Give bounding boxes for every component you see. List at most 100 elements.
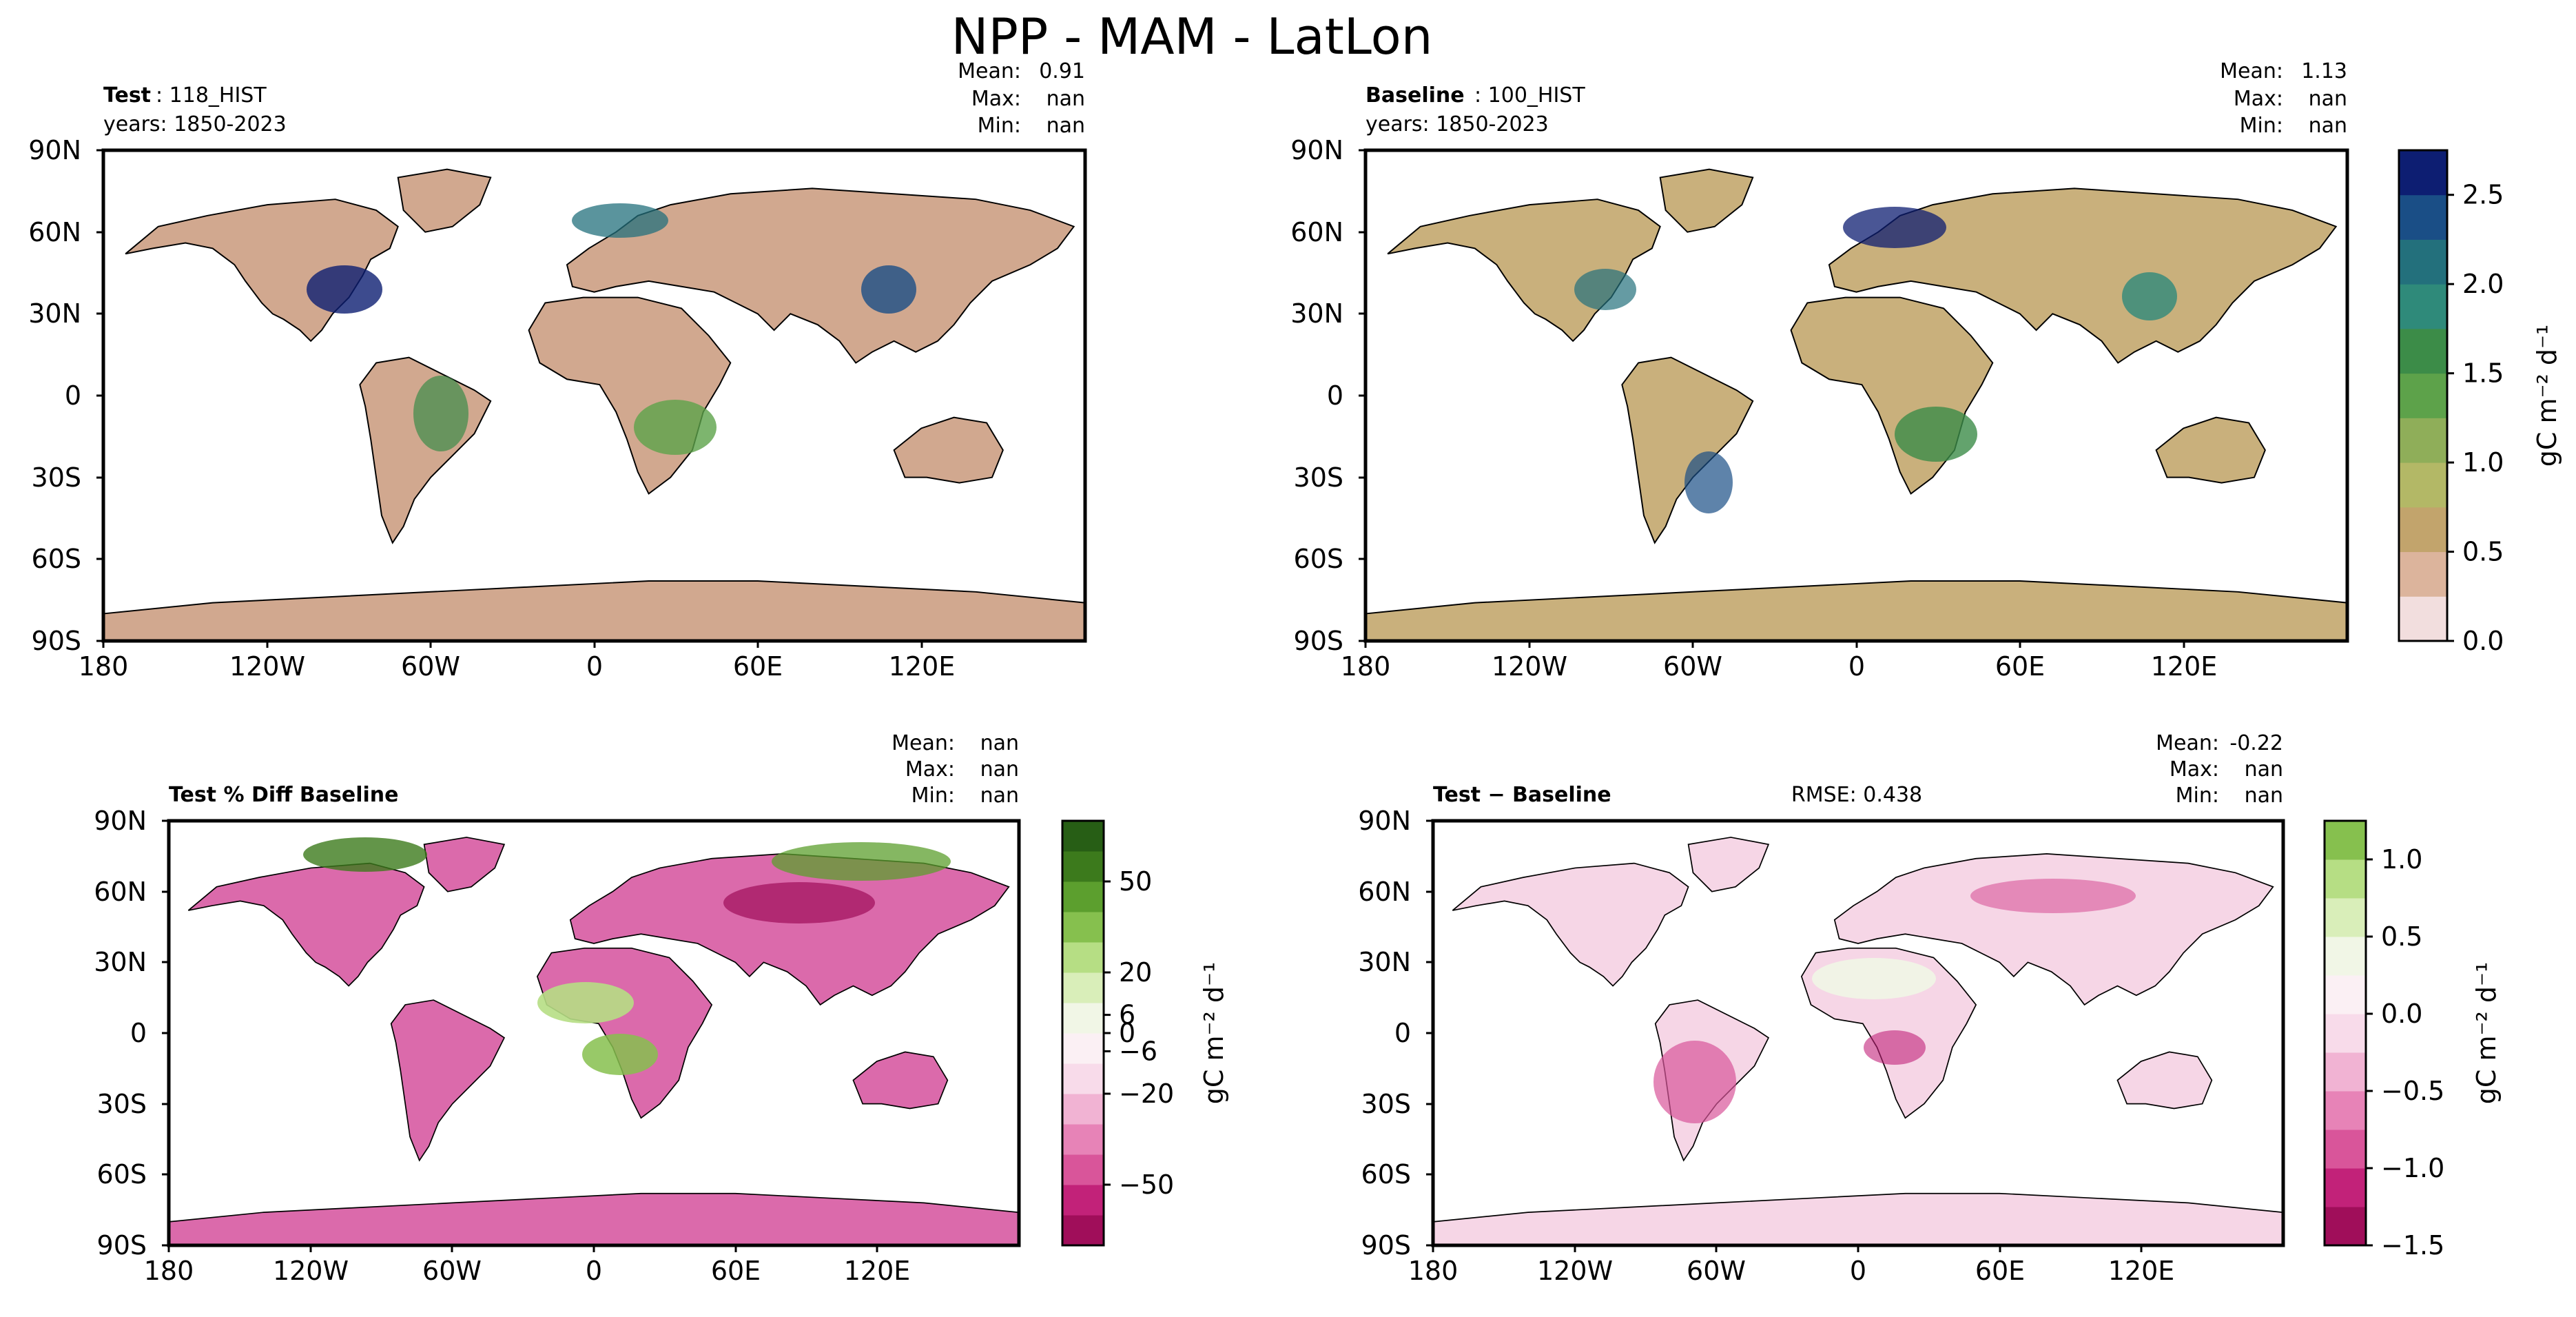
lat-tick-label: 90N xyxy=(1358,806,1411,836)
lat-tick-label: 60S xyxy=(1294,544,1343,574)
lat-tick-label: 30S xyxy=(32,462,81,493)
lat-tick-label: 60S xyxy=(97,1159,147,1190)
colorbar-segment xyxy=(1062,1124,1104,1155)
lon-tick-label: 120W xyxy=(273,1256,349,1286)
colorbar-tick-label: −6 xyxy=(1119,1036,1157,1066)
lon-axis: 180 120W 60W 0 60E 120E xyxy=(1408,1245,2175,1286)
lon-tick-label: 120E xyxy=(2151,651,2218,682)
hotspot-amazon-edge xyxy=(413,376,468,451)
lat-axis: 90N 60N 30N 0 30S 60S 90S xyxy=(1290,135,1366,656)
lat-tick-label: 0 xyxy=(65,380,81,411)
panel-rmse: RMSE: 0.438 xyxy=(1791,783,1922,807)
colorbar-segment xyxy=(2325,937,2366,976)
stat-label-mean: Mean: xyxy=(892,731,955,755)
panel-title-rest: : 118_HIST xyxy=(156,83,267,108)
panel-pct-diff: Test % Diff Baseline Mean: Max: Min: nan… xyxy=(94,731,1021,1286)
hotspot-russia xyxy=(723,882,875,923)
colorbar-segment xyxy=(1062,821,1104,852)
colorbar-segment xyxy=(2399,507,2447,553)
lon-tick-label: 180 xyxy=(1408,1256,1459,1286)
panel-years: years: 1850-2023 xyxy=(1366,112,1549,136)
hotspot-east-asia xyxy=(2122,272,2177,320)
colorbar-segment xyxy=(1062,972,1104,1003)
lon-tick-label: 120E xyxy=(889,651,956,682)
hotspot-central-africa xyxy=(582,1034,658,1075)
colorbar-tick-label: −1.5 xyxy=(2381,1230,2444,1260)
colorbar-segment xyxy=(2399,284,2447,329)
stat-label-mean: Mean: xyxy=(958,59,1021,83)
hotspot-east-asia xyxy=(861,265,916,314)
colorbar-tick-label: 1.0 xyxy=(2381,844,2422,875)
colorbar-segment xyxy=(2325,898,2366,937)
lat-tick-label: 90N xyxy=(28,135,81,165)
colorbar-segment xyxy=(2325,1052,2366,1092)
lon-tick-label: 0 xyxy=(1848,651,1865,682)
stat-value-min: nan xyxy=(1047,114,1085,138)
colorbar-tick-label: 0.0 xyxy=(2381,999,2422,1029)
colorbar-diff: −1.5 −1.0 −0.5 0.0 0.5 1.0 xyxy=(2323,819,2444,1260)
stat-value-min: nan xyxy=(980,784,1019,808)
hotspot-congo xyxy=(634,400,717,455)
stat-value-min: nan xyxy=(2245,784,2283,808)
hotspot-south-brazil xyxy=(1684,451,1733,513)
hotspot-europe xyxy=(1843,207,1946,248)
stat-label-max: Max: xyxy=(971,87,1021,111)
panel-title-bold: Baseline xyxy=(1366,83,1465,108)
lat-tick-label: 60N xyxy=(1290,217,1343,247)
colorbar-segment xyxy=(2325,1207,2366,1246)
lat-axis: 90N 60N 30N 0 30S 60S 90S xyxy=(28,135,103,656)
colorbar-segment xyxy=(1062,1033,1104,1064)
hotspot-eastern-us xyxy=(1574,269,1636,310)
colorbar-pct-diff: −50 −20 −606 20 50 xyxy=(1061,819,1174,1247)
lon-axis: 180 120W 60W 0 60E 120E xyxy=(79,641,956,682)
colorbar-tick-label: −50 xyxy=(1119,1170,1174,1200)
colorbar-frame xyxy=(2323,819,2367,1247)
colorbar-tick-label: −1.0 xyxy=(2381,1153,2444,1183)
lat-tick-label: 30N xyxy=(1358,947,1411,977)
lon-tick-label: 60W xyxy=(1687,1256,1746,1286)
colorbar-tick-label: 2.0 xyxy=(2462,269,2504,299)
colorbar-tick-label: 0.5 xyxy=(2462,537,2504,567)
stat-value-max: nan xyxy=(2245,757,2283,782)
lat-tick-label: 0 xyxy=(130,1018,147,1048)
colorbar-segment xyxy=(2399,418,2447,463)
lat-tick-label: 60S xyxy=(1361,1159,1411,1190)
lat-axis: 90N 60N 30N 0 30S 60S 90S xyxy=(94,806,169,1260)
stat-label-mean: Mean: xyxy=(2220,59,2283,83)
figure-title: NPP - MAM - LatLon xyxy=(951,8,1433,65)
colorbar-tick-label: −0.5 xyxy=(2381,1076,2444,1106)
lon-tick-label: 120W xyxy=(229,651,305,682)
lon-tick-label: 120E xyxy=(2108,1256,2175,1286)
lat-tick-label: 60N xyxy=(1358,877,1411,907)
colorbar-segment xyxy=(2325,821,2366,860)
stat-value-max: nan xyxy=(980,757,1019,782)
panel-title-rest: : 100_HIST xyxy=(1474,83,1585,108)
panel-diff: Test − Baseline RMSE: 0.438 Mean: Max: M… xyxy=(1358,731,2285,1286)
panel-years: years: 1850-2023 xyxy=(103,112,287,136)
colorbar-segment xyxy=(1062,1185,1104,1216)
colorbar-segment xyxy=(2399,239,2447,285)
colorbar-segment xyxy=(2325,1014,2366,1053)
lat-tick-label: 90S xyxy=(97,1230,147,1260)
stat-value-mean: 1.13 xyxy=(2301,59,2347,83)
lat-tick-label: 30S xyxy=(1294,462,1343,493)
colorbar-tick-label: 1.0 xyxy=(2462,447,2504,478)
stat-value-min: nan xyxy=(2309,114,2347,138)
colorbar-segment xyxy=(1062,942,1104,973)
colorbar-tick-label: 1.5 xyxy=(2462,358,2504,389)
colorbar-label: gC m⁻² d⁻¹ xyxy=(1199,962,1229,1105)
lat-tick-label: 30S xyxy=(97,1089,147,1119)
colorbar-segment xyxy=(2325,1091,2366,1130)
colorbar-tick-label: 0 xyxy=(1119,1018,1135,1048)
colorbar-tick-label: 20 xyxy=(1119,957,1152,988)
lon-tick-label: 180 xyxy=(144,1256,194,1286)
stat-value-max: nan xyxy=(2309,87,2347,111)
colorbar-tick-label: 6 xyxy=(1119,1000,1135,1030)
colorbar-segment xyxy=(1062,1003,1104,1034)
stat-value-max: nan xyxy=(1047,87,1085,111)
lat-tick-label: 60N xyxy=(28,217,81,247)
lat-tick-label: 30N xyxy=(94,947,147,977)
colorbar-segment xyxy=(2325,1130,2366,1169)
lon-tick-label: 60W xyxy=(401,651,460,682)
panel-title-bold: Test xyxy=(103,83,151,108)
